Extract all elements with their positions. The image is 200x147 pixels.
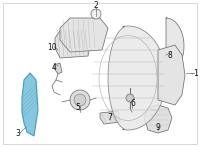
Circle shape (126, 94, 134, 102)
Text: 10: 10 (47, 44, 57, 52)
Polygon shape (166, 18, 184, 74)
Text: 4: 4 (52, 64, 56, 72)
Polygon shape (108, 26, 166, 130)
Text: 6: 6 (131, 98, 135, 107)
Polygon shape (55, 28, 92, 58)
Polygon shape (22, 73, 38, 136)
Text: 3: 3 (16, 128, 20, 137)
Polygon shape (158, 45, 185, 105)
Polygon shape (54, 63, 62, 74)
Text: 8: 8 (168, 51, 172, 60)
Circle shape (70, 90, 90, 110)
Text: 1: 1 (194, 69, 198, 77)
Polygon shape (60, 18, 108, 52)
Text: 7: 7 (108, 113, 112, 122)
Text: 5: 5 (76, 103, 80, 112)
Circle shape (74, 94, 86, 106)
Circle shape (91, 9, 101, 19)
Text: 2: 2 (94, 1, 98, 10)
Polygon shape (100, 111, 120, 124)
Polygon shape (144, 105, 172, 133)
Text: 9: 9 (156, 123, 160, 132)
